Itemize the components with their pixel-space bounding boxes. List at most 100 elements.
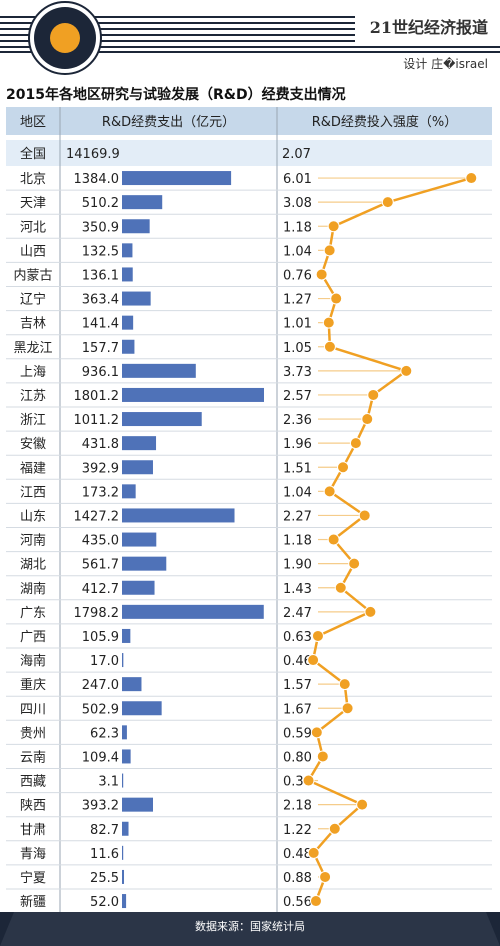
spend-bar xyxy=(122,460,153,475)
intensity-label: 1.22 xyxy=(283,823,312,838)
region-label: 江西 xyxy=(20,485,46,500)
intensity-point xyxy=(327,533,340,546)
spend-label: 1384.0 xyxy=(74,172,120,187)
intensity-label: 3.08 xyxy=(283,196,312,211)
national-spend: 14169.9 xyxy=(66,147,120,162)
intensity-point xyxy=(361,413,374,426)
intensity-label: 2.36 xyxy=(283,413,312,428)
region-label: 广东 xyxy=(20,606,46,621)
intensity-point xyxy=(356,798,369,811)
region-label: 西藏 xyxy=(20,775,46,790)
intensity-point xyxy=(307,654,320,667)
spend-label: 392.9 xyxy=(82,461,119,476)
spend-label: 62.3 xyxy=(90,726,119,741)
region-label: 安徽 xyxy=(20,437,46,452)
intensity-label: 1.18 xyxy=(283,220,312,235)
region-label: 陕西 xyxy=(20,799,46,814)
table-header-bg xyxy=(6,107,492,135)
spend-label: 502.9 xyxy=(82,702,119,717)
spend-label: 350.9 xyxy=(82,220,119,235)
intensity-label: 0.56 xyxy=(283,895,312,910)
spend-bar xyxy=(122,436,157,451)
region-label: 北京 xyxy=(20,172,46,187)
spend-label: 510.2 xyxy=(82,196,119,211)
national-intensity: 2.07 xyxy=(282,147,311,162)
logo-orange-dot xyxy=(50,23,80,53)
intensity-label: 1.04 xyxy=(283,485,312,500)
region-label: 河北 xyxy=(20,220,46,235)
region-label: 吉林 xyxy=(20,317,46,332)
region-label: 湖南 xyxy=(20,581,46,597)
region-label: 宁夏 xyxy=(20,870,46,886)
spend-bar xyxy=(122,653,124,668)
spend-bar xyxy=(122,412,202,427)
spend-label: 109.4 xyxy=(82,750,119,765)
intensity-point xyxy=(400,364,413,377)
designer-credit: 设计 庄�israel xyxy=(403,57,488,71)
region-label: 青海 xyxy=(20,847,46,862)
header-graphic xyxy=(0,0,500,78)
intensity-point xyxy=(311,629,324,642)
spend-bar xyxy=(122,556,167,571)
intensity-point xyxy=(330,292,343,305)
intensity-label: 2.47 xyxy=(283,606,312,621)
intensity-point xyxy=(323,485,336,498)
intensity-point xyxy=(319,870,332,883)
intensity-point xyxy=(337,461,350,474)
region-label: 浙江 xyxy=(20,413,46,428)
intensity-label: 1.90 xyxy=(283,558,312,573)
spend-label: 11.6 xyxy=(90,847,119,862)
intensity-point xyxy=(348,557,361,570)
spend-bar xyxy=(122,845,124,860)
region-label: 内蒙古 xyxy=(13,267,52,283)
spend-label: 435.0 xyxy=(82,534,119,549)
intensity-point xyxy=(381,196,394,209)
spend-bar xyxy=(122,195,163,210)
intensity-point xyxy=(323,244,336,257)
spend-bar xyxy=(122,797,153,812)
intensity-point xyxy=(338,678,351,691)
national-row-bg xyxy=(6,140,492,166)
intensity-point xyxy=(322,316,335,329)
intensity-label: 1.96 xyxy=(283,437,312,452)
spend-bar xyxy=(122,508,235,523)
intensity-point xyxy=(364,605,377,618)
intensity-label: 0.76 xyxy=(283,268,312,283)
spend-label: 17.0 xyxy=(90,654,119,669)
intensity-point xyxy=(310,726,323,739)
region-label: 黑龙江 xyxy=(13,341,52,356)
intensity-label: 6.01 xyxy=(283,172,312,187)
region-label: 福建 xyxy=(20,461,46,476)
spend-label: 1801.2 xyxy=(74,389,120,404)
spend-label: 132.5 xyxy=(82,244,119,259)
region-label: 甘肃 xyxy=(20,823,46,838)
intensity-point xyxy=(334,581,347,594)
intensity-label: 0.46 xyxy=(283,654,312,669)
spend-bar xyxy=(122,677,142,692)
intensity-label: 0.59 xyxy=(283,726,312,741)
intensity-point xyxy=(349,437,362,450)
region-label: 山西 xyxy=(20,244,46,259)
spend-label: 52.0 xyxy=(90,895,119,910)
header-intensity: R&D经费投入强度（%） xyxy=(312,114,458,130)
region-label: 湖北 xyxy=(20,558,46,573)
intensity-point xyxy=(309,895,322,908)
region-label: 天津 xyxy=(20,196,46,211)
spend-label: 1011.2 xyxy=(74,413,120,428)
intensity-label: 1.18 xyxy=(283,534,312,549)
national-label: 全国 xyxy=(20,146,46,162)
intensity-label: 1.57 xyxy=(283,678,312,693)
region-label: 上海 xyxy=(20,365,46,380)
intensity-label: 0.80 xyxy=(283,750,312,765)
spend-bar xyxy=(122,869,125,884)
intensity-label: 1.04 xyxy=(283,244,312,259)
intensity-label: 1.67 xyxy=(283,702,312,717)
spend-bar xyxy=(122,821,129,836)
spend-label: 173.2 xyxy=(82,485,119,500)
spend-bar xyxy=(122,315,134,330)
intensity-point xyxy=(316,750,329,763)
region-label: 四川 xyxy=(20,702,46,717)
region-label: 重庆 xyxy=(20,677,46,693)
region-label: 辽宁 xyxy=(20,292,46,308)
